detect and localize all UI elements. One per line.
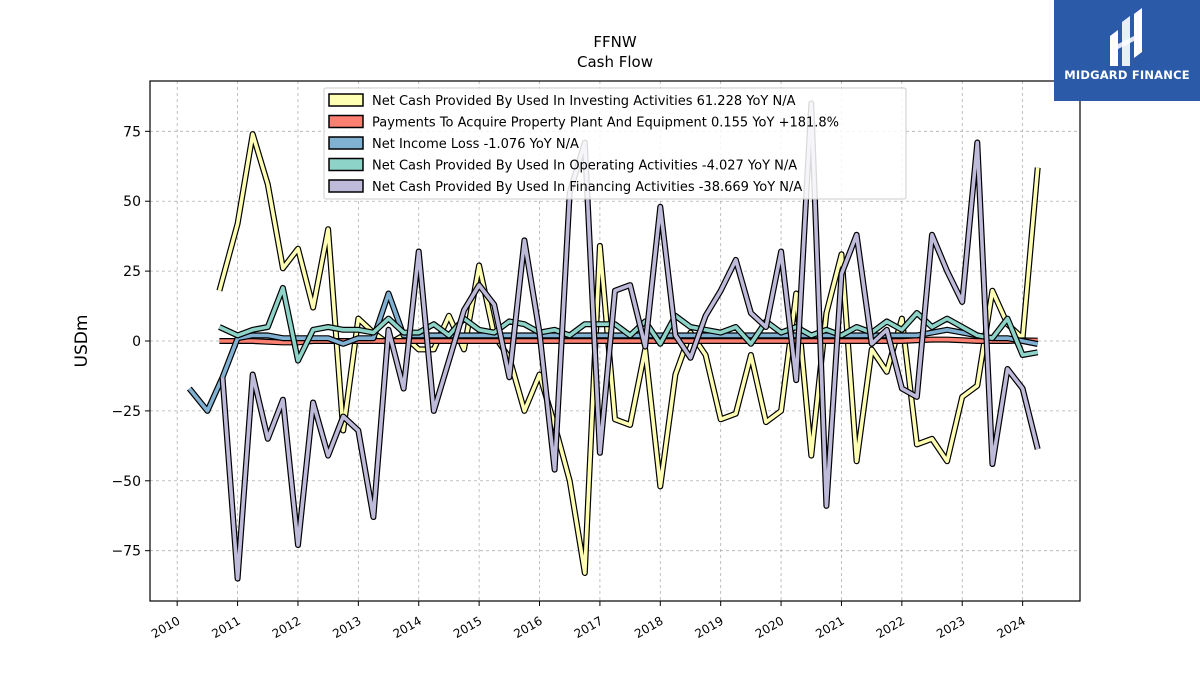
chart-title: FFNW [593,33,636,51]
chart-subtitle: Cash Flow [577,53,653,71]
x-tick-label: 2013 [330,614,363,641]
x-tick-label: 2024 [994,614,1027,641]
midgard-logo-icon [1110,8,1142,66]
legend-label-operating: Net Cash Provided By Used In Operating A… [372,159,797,174]
legend-label-investing: Net Cash Provided By Used In Investing A… [372,94,796,109]
series-line-net-income [187,291,1039,413]
legend-label-financing: Net Cash Provided By Used In Financing A… [372,180,802,195]
y-axis: −75 −50 −25 0 25 50 75 [111,124,150,560]
x-tick-label: 2014 [391,614,424,641]
series-line-operating [218,286,1039,363]
x-tick-label: 2022 [874,614,907,641]
legend-swatch-capex [328,114,364,129]
legend-label-net-income: Net Income Loss -1.076 YoY N/A [372,137,579,152]
legend-swatch-financing [328,179,364,193]
y-tick-label: 50 [123,194,141,210]
legend-box [323,87,907,200]
x-tick-label: 2021 [813,614,846,641]
x-tick-label: 2020 [753,614,786,641]
series-layer [186,100,1041,582]
x-tick-label: 2019 [693,614,726,641]
series-line-financing [220,101,1040,581]
y-tick-label: −75 [111,544,141,560]
x-tick-label: 2015 [451,614,484,641]
y-tick-label: 75 [123,124,141,140]
x-tick-label: 2016 [511,614,544,641]
y-tick-label: −25 [111,404,141,420]
x-tick-label: 2018 [632,614,665,641]
x-tick-label: 2012 [270,614,303,641]
series-outline-operating [218,284,1039,364]
series-outline-investing [216,131,1041,576]
brand-name: MIDGARD FINANCE [1064,68,1190,82]
y-tick-label: −50 [111,474,141,490]
x-tick-label: 2023 [934,614,967,641]
y-axis-label: USDm [72,315,92,368]
x-axis: 2010 2011 2012 2013 2014 2015 2016 2017 2018 2019… [149,601,1028,641]
legend: Net Cash Provided By Used In Investing A… [323,87,907,200]
legend-label-capex: Payments To Acquire Property Plant And E… [372,116,839,131]
y-tick-label: 25 [123,264,141,280]
x-tick-label: 2011 [209,614,242,641]
x-tick-label: 2017 [572,614,605,641]
y-tick-label: 0 [132,334,141,350]
brand-logo: MIDGARD FINANCE [1054,0,1200,101]
series-line-investing [217,132,1040,575]
legend-swatch-investing [328,93,364,107]
legend-swatch-net-income [328,136,364,150]
x-tick-label: 2010 [149,614,182,641]
legend-swatch-operating [328,157,364,172]
